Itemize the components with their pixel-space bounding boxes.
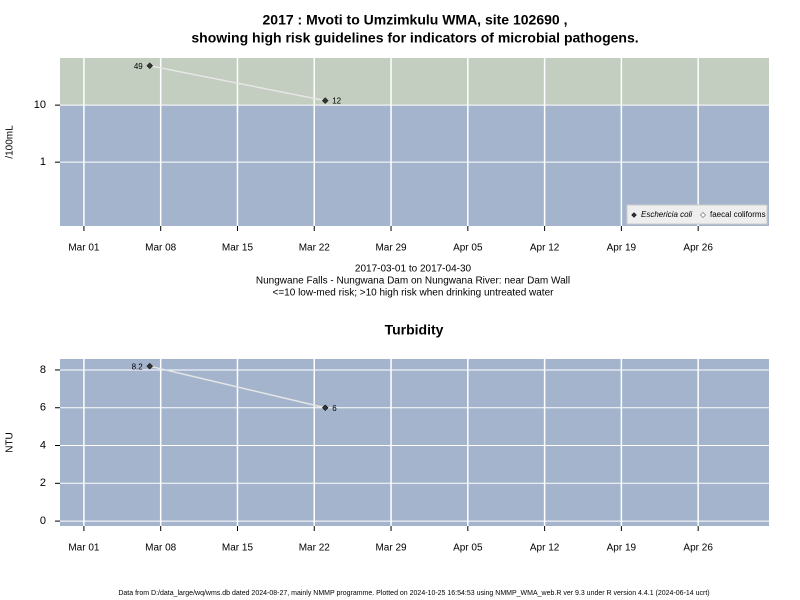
plot-background <box>60 359 769 526</box>
series-line <box>149 365 326 409</box>
data-label: 6 <box>332 404 337 413</box>
y-tick-label: 2 <box>40 477 46 489</box>
x-tick-label: Apr 12 <box>530 243 560 254</box>
data-point <box>321 97 329 104</box>
y-tick-label: 1 <box>40 156 46 168</box>
x-tick-label: Mar 15 <box>222 243 254 254</box>
x-tick-label: Mar 29 <box>375 543 407 554</box>
y-tick-label: 8 <box>40 364 46 376</box>
x-tick-label: Apr 26 <box>683 543 713 554</box>
y-tick-label: 4 <box>40 439 46 451</box>
note: <=10 low-med risk; >10 high risk when dr… <box>273 288 555 299</box>
data-label: 12 <box>332 97 341 106</box>
note: Nungwane Falls - Nungwana Dam on Nungwan… <box>256 276 570 287</box>
y-tick-label: 6 <box>40 402 46 414</box>
data-point <box>146 362 154 370</box>
note: 2017-03-01 to 2017-04-30 <box>355 264 472 275</box>
y-axis-label: /100mL <box>5 125 16 159</box>
x-tick-label: Mar 08 <box>145 243 177 254</box>
legend-marker <box>700 212 706 218</box>
x-tick-label: Apr 26 <box>683 243 713 254</box>
chart-title: Turbidity <box>385 322 444 338</box>
x-tick-label: Apr 05 <box>453 243 483 254</box>
x-tick-label: Mar 15 <box>222 543 254 554</box>
y-tick-label: 0 <box>40 515 46 527</box>
legend-label: Eschericia coli <box>641 210 692 219</box>
x-tick-label: Mar 08 <box>145 543 177 554</box>
legend <box>626 204 768 225</box>
x-tick-label: Apr 19 <box>607 243 637 254</box>
x-tick-label: Mar 22 <box>299 243 331 254</box>
x-tick-label: Apr 05 <box>453 543 483 554</box>
x-tick-label: Mar 22 <box>299 543 331 554</box>
x-tick-label: Mar 01 <box>68 543 100 554</box>
data-label: 8.2 <box>132 362 144 371</box>
data-point <box>146 62 154 70</box>
high-risk-band <box>60 58 769 106</box>
x-tick-label: Mar 01 <box>68 243 100 254</box>
legend-marker <box>631 212 637 218</box>
x-tick-label: Apr 19 <box>607 543 637 554</box>
data-point <box>321 404 329 412</box>
footer: Data from D:/data_large/wq/wms.db dated … <box>118 590 709 597</box>
x-tick-label: Apr 12 <box>530 543 560 554</box>
series-line <box>149 65 326 102</box>
chart-title: 2017 : Mvoti to Umzimkulu WMA, site 1026… <box>263 12 568 28</box>
y-tick-label: 10 <box>34 99 46 111</box>
x-tick-label: Mar 29 <box>375 243 407 254</box>
legend-label: faecal coliforms <box>710 210 766 219</box>
data-label: 49 <box>134 62 143 71</box>
y-axis-label: NTU <box>5 432 16 453</box>
chart-subtitle: showing high risk guidelines for indicat… <box>191 30 638 46</box>
